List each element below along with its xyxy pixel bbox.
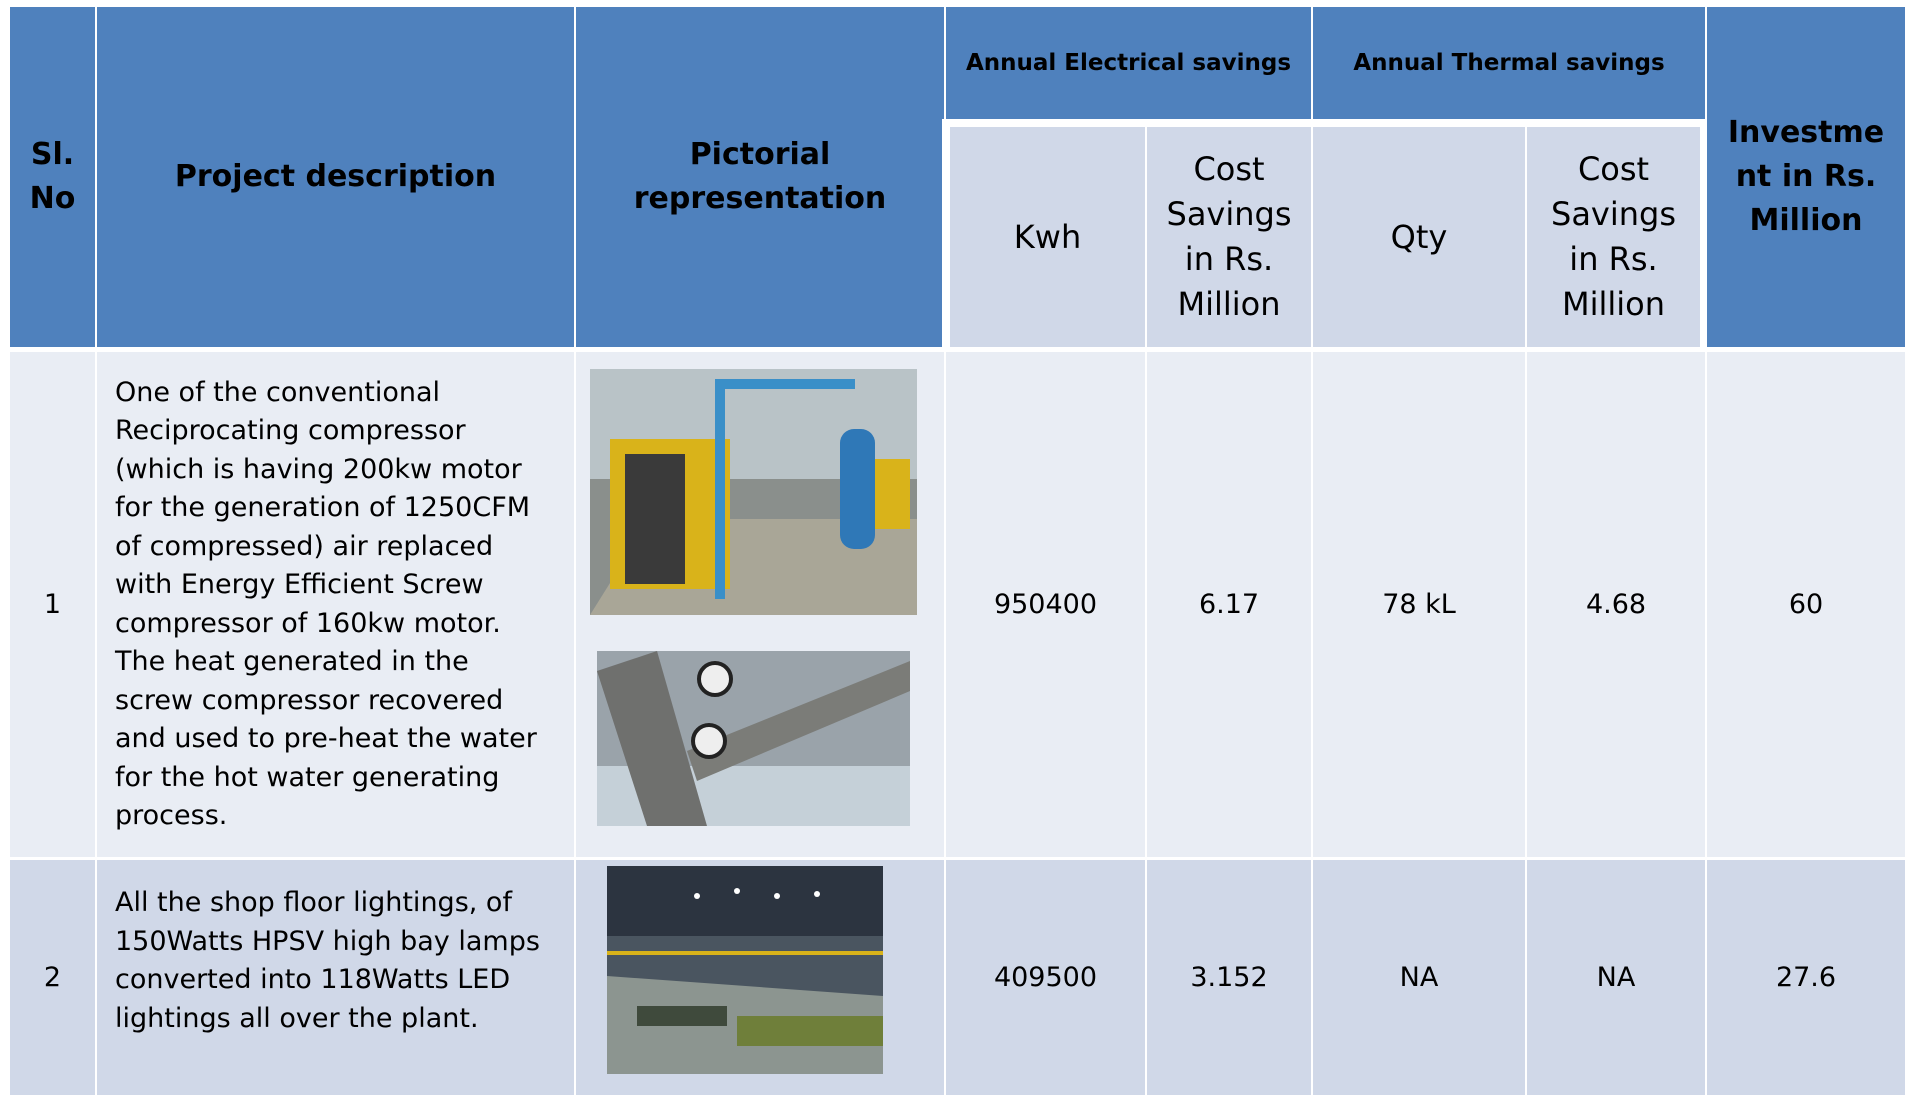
cell-cost: 6.17 bbox=[1147, 352, 1311, 857]
header-picture: Pictorial representation bbox=[576, 7, 944, 347]
cell-kwh: 409500 bbox=[946, 860, 1145, 1095]
cell-description: One of the conventional Reciprocating co… bbox=[97, 352, 574, 857]
cell-investment: 27.6 bbox=[1707, 860, 1905, 1095]
group-header: Annual Thermal savings bbox=[1313, 7, 1705, 119]
header-sl-no: Sl. No bbox=[10, 7, 95, 347]
header-qty: Qty bbox=[1313, 127, 1525, 347]
header-kwh: Kwh bbox=[950, 127, 1145, 347]
cell-qty: 78 kL bbox=[1313, 352, 1525, 857]
cell-sl-no: 1 bbox=[10, 352, 95, 857]
photo-ducts bbox=[597, 651, 910, 826]
cell-cost: 3.152 bbox=[1147, 860, 1311, 1095]
header-investment: Investment in Rs. Million bbox=[1707, 7, 1905, 347]
cell-investment: 60 bbox=[1707, 352, 1905, 857]
cell-qty: NA bbox=[1313, 860, 1525, 1095]
photo-compressor bbox=[590, 369, 917, 615]
cell-cost: NA bbox=[1527, 860, 1705, 1095]
cell-description: All the shop floor lightings, of 150Watt… bbox=[97, 860, 574, 1095]
group-header: Annual Electrical savings bbox=[946, 7, 1311, 119]
photo-shop-floor bbox=[607, 866, 883, 1074]
cell-cost: 4.68 bbox=[1527, 352, 1705, 857]
cell-kwh: 950400 bbox=[946, 352, 1145, 857]
header-cost: Cost Savings in Rs. Million bbox=[1527, 127, 1700, 347]
cell-sl-no: 2 bbox=[10, 860, 95, 1095]
header-description: Project description bbox=[97, 7, 574, 347]
header-cost: Cost Savings in Rs. Million bbox=[1147, 127, 1311, 347]
